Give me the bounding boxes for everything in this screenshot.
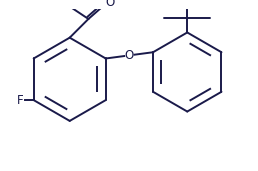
Text: O: O [106, 0, 115, 9]
Text: F: F [17, 94, 23, 107]
Text: O: O [125, 49, 134, 62]
